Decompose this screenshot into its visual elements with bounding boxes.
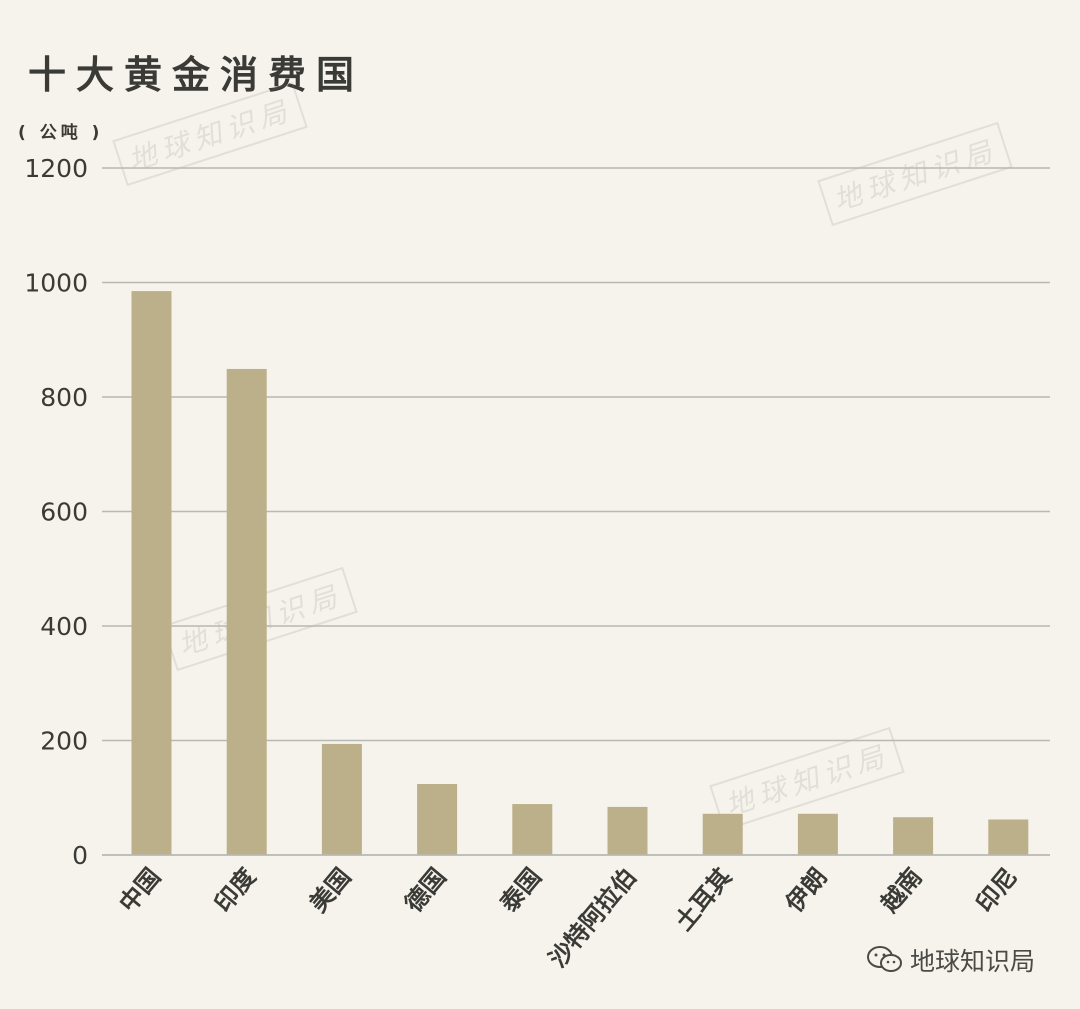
y-tick-label: 800 (40, 383, 88, 412)
x-tick-label: 土耳其 (670, 863, 738, 936)
x-tick-label: 中国 (114, 863, 166, 918)
x-tick-label: 印度 (209, 862, 262, 918)
y-tick-label: 1200 (24, 154, 88, 183)
footer-text: 地球知识局 (910, 947, 1036, 976)
footer-brand: 地球知识局 (866, 942, 1035, 978)
x-tick-label: 美国 (304, 863, 356, 918)
bar-7 (797, 813, 838, 855)
y-tick-label: 0 (72, 841, 88, 870)
y-tick-label: 600 (40, 498, 88, 527)
y-tick-label: 200 (40, 727, 88, 756)
x-tick-label: 泰国 (495, 863, 547, 918)
y-tick-label: 400 (40, 612, 88, 641)
x-tick-label: 越南 (875, 863, 927, 918)
x-tick-label: 沙特阿拉伯 (544, 863, 643, 973)
bar-1 (226, 368, 267, 855)
y-axis-unit: ( 公吨 ) (18, 123, 104, 143)
bar-6 (702, 813, 743, 855)
x-tick-label: 伊朗 (780, 863, 833, 919)
bar-2 (321, 743, 362, 855)
bar-4 (512, 804, 553, 855)
x-tick-label: 德国 (399, 863, 451, 918)
bar-9 (988, 819, 1029, 855)
bar-8 (893, 817, 934, 855)
bar-5 (607, 806, 648, 855)
wechat-icon (867, 946, 902, 972)
chart-title: 十大黄金消费国 (28, 53, 365, 97)
x-tick-label: 印尼 (971, 863, 1023, 918)
bar-3 (417, 784, 458, 855)
bar-0 (131, 291, 172, 855)
y-tick-label: 1000 (24, 269, 88, 298)
